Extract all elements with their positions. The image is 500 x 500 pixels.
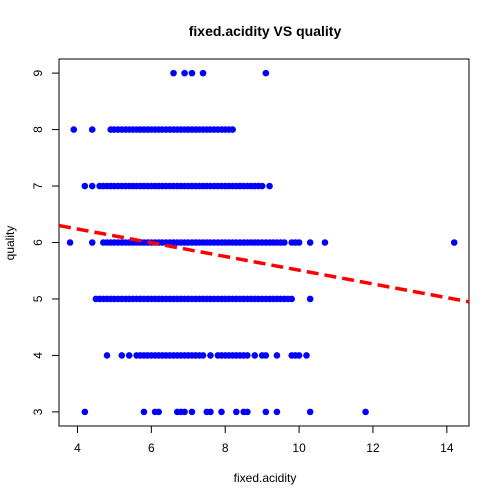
y-tick-label: 7 [31, 182, 45, 189]
x-axis-label: fixed.acidity [234, 471, 297, 485]
x-tick-label: 6 [148, 441, 155, 455]
data-point [266, 182, 273, 190]
y-tick-label: 6 [31, 239, 45, 246]
y-tick-label: 9 [31, 69, 45, 76]
x-tick-label: 14 [440, 441, 454, 455]
data-point [103, 352, 111, 359]
y-tick-label: 4 [31, 352, 45, 359]
data-point [244, 408, 251, 416]
data-point [170, 69, 177, 77]
data-point [244, 352, 251, 359]
data-point [262, 408, 270, 416]
data-point [288, 295, 296, 303]
data-point [188, 69, 196, 77]
y-axis: 3 4 5 6 7 8 9 [31, 69, 60, 415]
data-point [273, 352, 281, 359]
chart-title: fixed.acidity VS quality [189, 23, 342, 39]
data-point [199, 69, 207, 77]
data-point [88, 239, 96, 246]
data-point [155, 408, 163, 416]
data-point [181, 408, 188, 416]
data-point [295, 239, 303, 246]
x-tick-label: 4 [74, 441, 81, 455]
data-point [262, 352, 270, 359]
data-point [281, 239, 288, 246]
x-tick-label: 10 [292, 441, 306, 455]
data-point [306, 408, 314, 416]
data-point [181, 69, 188, 77]
y-tick-label: 3 [31, 408, 45, 415]
data-point [273, 408, 281, 416]
data-point [303, 352, 310, 359]
data-point [295, 352, 303, 359]
data-point [362, 408, 369, 416]
data-point [262, 69, 270, 77]
data-point [251, 352, 259, 359]
y-axis-label: quality [3, 226, 17, 261]
data-point [232, 408, 240, 416]
data-point [88, 126, 96, 133]
data-point [66, 239, 74, 246]
data-point [118, 352, 126, 359]
data-point [306, 295, 314, 303]
data-point [258, 182, 266, 190]
x-axis: 4 6 8 10 12 14 [74, 425, 454, 455]
data-point [218, 408, 225, 416]
data-point [70, 126, 78, 133]
data-point [306, 239, 314, 246]
data-points [66, 69, 458, 416]
x-tick-label: 8 [222, 441, 229, 455]
data-point [199, 352, 207, 359]
x-tick-label: 12 [366, 441, 380, 455]
y-tick-label: 8 [31, 126, 45, 133]
regression-line [58, 223, 470, 304]
data-point [81, 408, 89, 416]
data-point [125, 352, 133, 359]
data-point [207, 352, 214, 359]
data-point [321, 239, 329, 246]
data-point [140, 408, 148, 416]
data-point [88, 182, 96, 190]
data-point [229, 126, 236, 133]
data-point [207, 408, 214, 416]
data-point [188, 408, 196, 416]
data-point [450, 239, 458, 246]
data-point [81, 182, 89, 190]
regression-line-group [58, 223, 470, 304]
y-tick-label: 5 [31, 295, 45, 302]
